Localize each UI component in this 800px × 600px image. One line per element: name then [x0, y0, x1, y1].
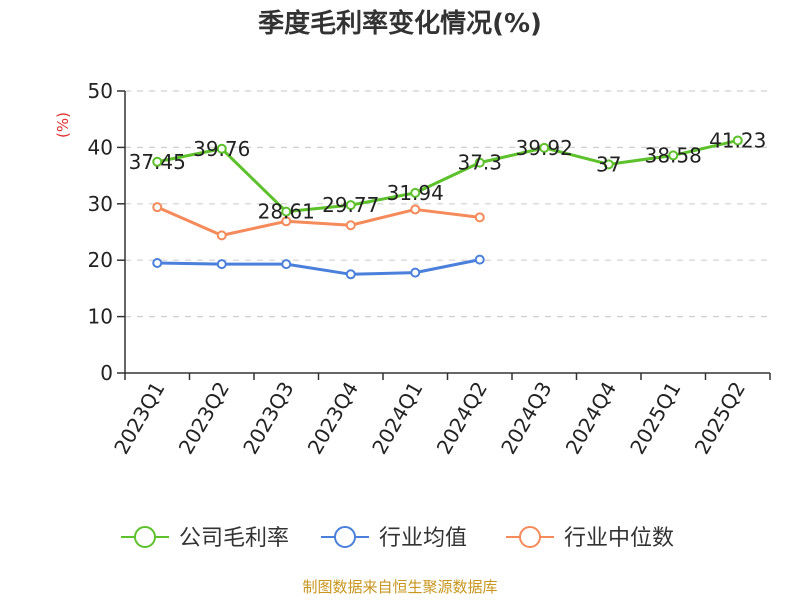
series-line	[156, 139, 739, 214]
data-point[interactable]	[345, 269, 356, 280]
x-tick-label: 2023Q1	[109, 378, 169, 459]
data-label: 37	[596, 152, 621, 176]
data-point[interactable]	[474, 212, 485, 223]
legend-item[interactable]: 行业均值	[321, 526, 467, 551]
x-tick-label: 2023Q3	[238, 378, 298, 459]
x-tick-label: 2024Q2	[432, 378, 492, 459]
y-tick-label: 40	[88, 135, 113, 159]
data-point[interactable]	[345, 220, 356, 231]
x-tick-label: 2025Q1	[625, 378, 685, 459]
data-point[interactable]	[152, 202, 163, 213]
y-tick-label: 30	[88, 192, 113, 216]
data-label: 39.76	[193, 137, 250, 161]
series-line	[157, 258, 481, 276]
data-label: 41.23	[709, 128, 766, 152]
data-point[interactable]	[281, 206, 292, 217]
data-point[interactable]	[216, 143, 227, 154]
data-point[interactable]	[216, 259, 227, 270]
x-tick-label: 2023Q2	[174, 378, 234, 459]
data-point[interactable]	[152, 258, 163, 269]
data-point[interactable]	[345, 200, 356, 211]
legend-label: 行业中位数	[564, 526, 674, 551]
y-tick-label: 0	[100, 361, 113, 385]
series-layer	[152, 135, 743, 280]
data-point[interactable]	[474, 254, 485, 265]
data-point[interactable]	[603, 159, 614, 170]
data-label: 38.58	[645, 143, 702, 167]
data-point[interactable]	[410, 204, 421, 215]
data-point[interactable]	[152, 156, 163, 167]
x-tick-label: 2024Q4	[561, 378, 621, 459]
y-tick-label: 50	[88, 79, 113, 103]
grid-lines	[125, 90, 770, 318]
legend-marker	[134, 526, 156, 548]
x-tick-label: 2023Q4	[303, 378, 363, 459]
legend[interactable]: 公司毛利率 行业均值 行业中位数	[121, 526, 674, 551]
data-point[interactable]	[539, 142, 550, 153]
data-label: 29.77	[322, 193, 379, 217]
data-point[interactable]	[281, 259, 292, 270]
data-label: 37.3	[457, 151, 502, 175]
data-label: 31.94	[387, 181, 444, 205]
data-point[interactable]	[732, 135, 743, 146]
series-line	[156, 205, 480, 237]
x-tick-label: 2024Q3	[496, 378, 556, 459]
x-tick-label: 2025Q2	[690, 378, 750, 459]
data-label: 37.45	[129, 150, 186, 174]
legend-label: 公司毛利率	[179, 526, 289, 551]
legend-item[interactable]: 行业中位数	[506, 526, 674, 551]
legend-item[interactable]: 公司毛利率	[121, 526, 289, 551]
data-point[interactable]	[281, 216, 292, 227]
data-point[interactable]	[216, 230, 227, 241]
x-tick-label: 2024Q1	[367, 378, 427, 459]
data-point[interactable]	[410, 187, 421, 198]
data-label: 39.92	[516, 136, 573, 160]
chart-title: 季度毛利率变化情况(%)	[258, 8, 542, 39]
data-labels: 37.45 39.76 28.61 29.77 31.94 37.3 39.92 37 38.5…	[129, 128, 767, 223]
legend-marker	[334, 526, 356, 548]
legend-label: 行业均值	[379, 526, 467, 551]
y-tick-label: 10	[88, 305, 113, 329]
y-tick-label: 20	[88, 248, 113, 272]
data-point[interactable]	[474, 157, 485, 168]
data-point[interactable]	[668, 150, 679, 161]
data-label: 28.61	[258, 200, 315, 224]
y-unit-label: (%)	[54, 112, 72, 138]
data-point[interactable]	[410, 267, 421, 278]
source-note: 制图数据来自恒生聚源数据库	[302, 578, 497, 596]
legend-marker	[519, 526, 541, 548]
